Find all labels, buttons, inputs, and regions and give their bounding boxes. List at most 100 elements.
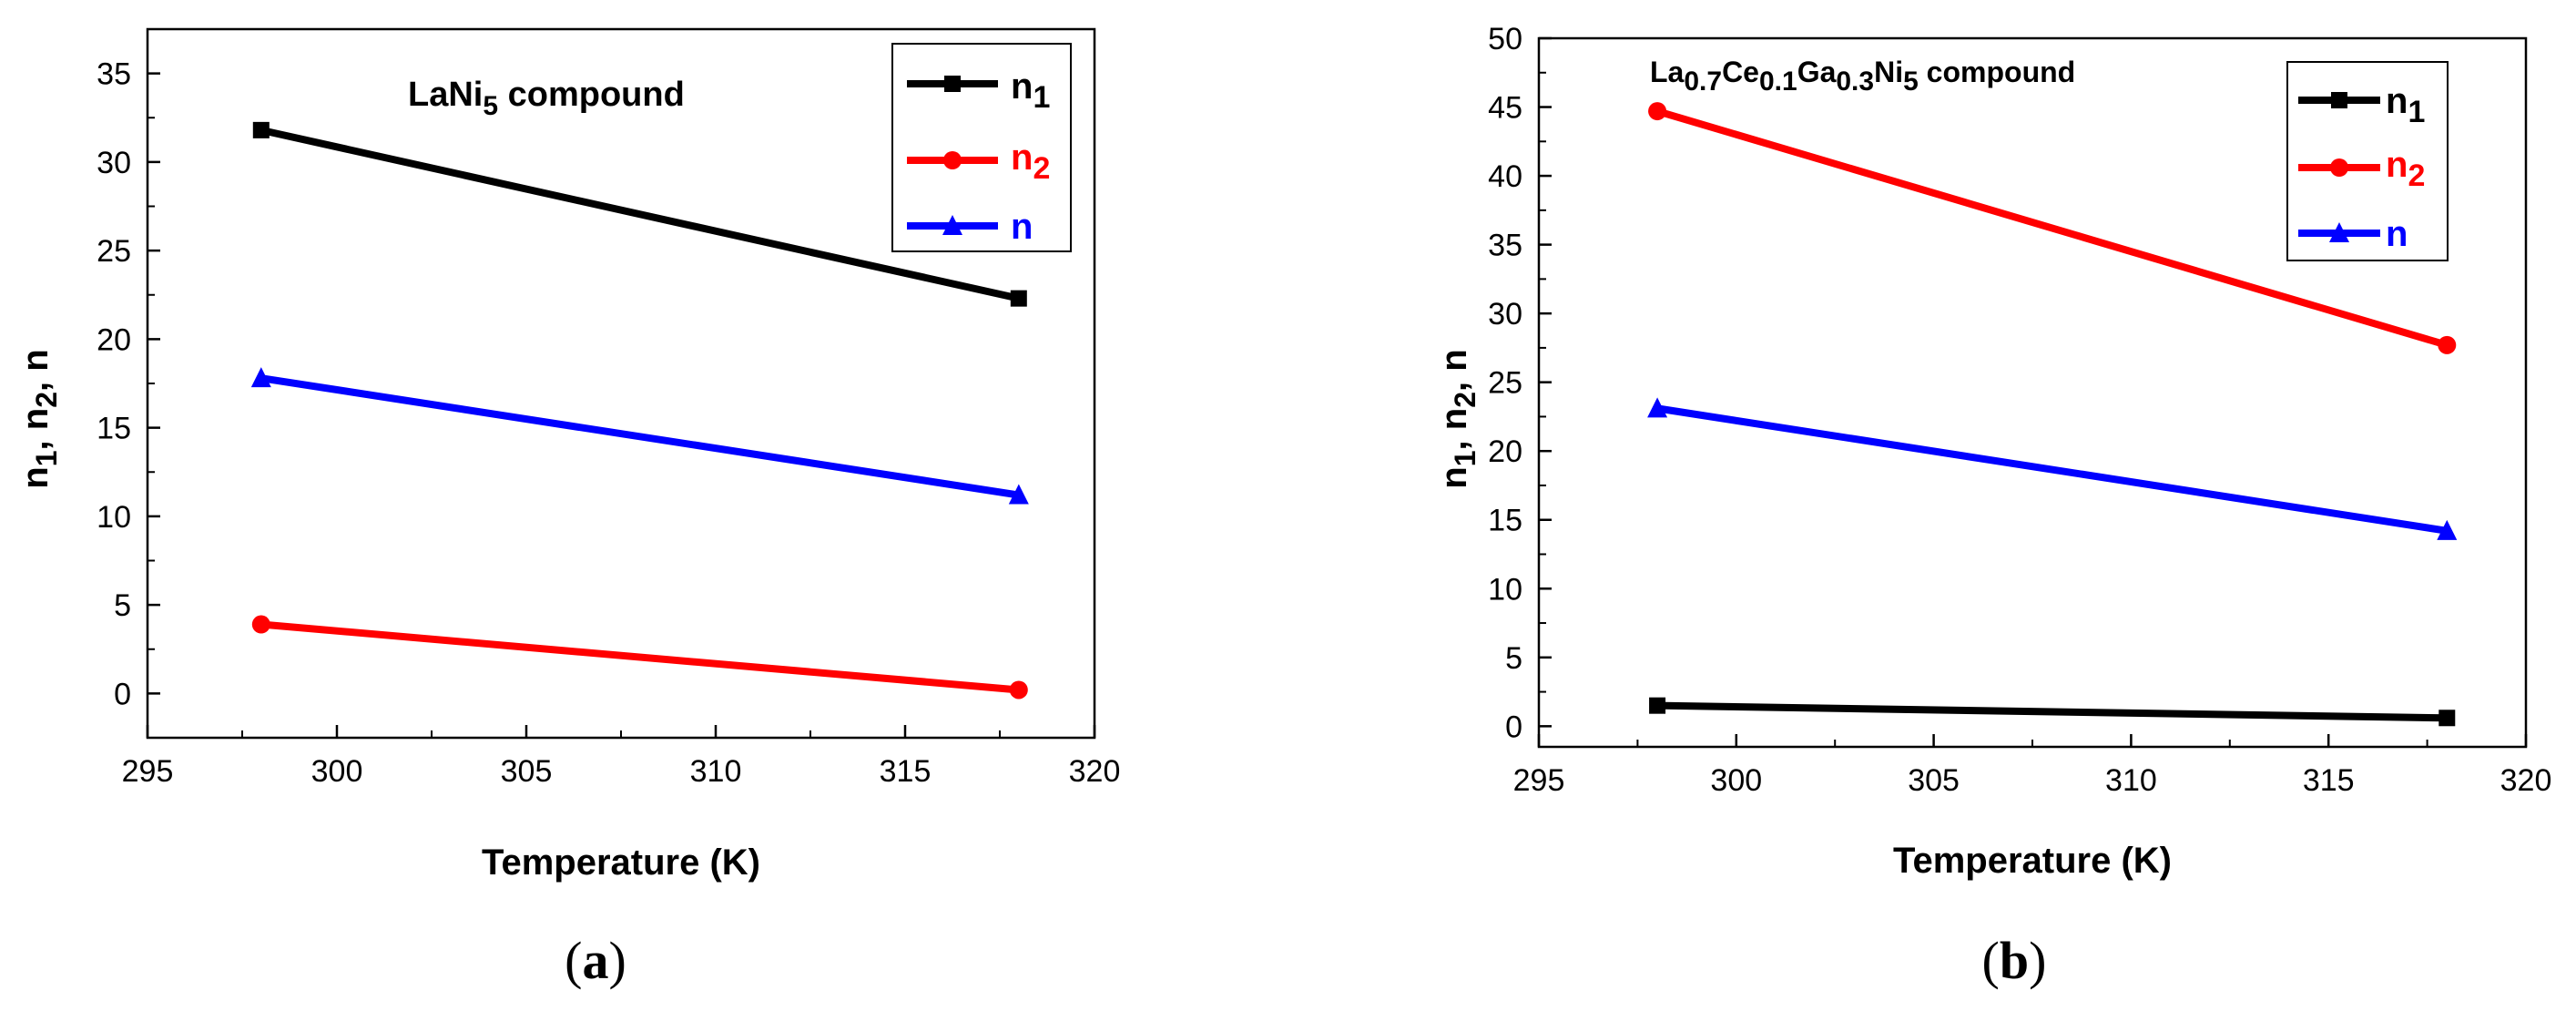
panel-label-b-letter: b xyxy=(2000,931,2029,990)
ylabel-a-part1: n xyxy=(15,466,56,488)
data-point-n-b xyxy=(1647,397,1668,418)
ylabel-b-part3: , n xyxy=(1434,349,1474,392)
legend-marker-n-b xyxy=(2329,222,2349,242)
data-point-n1-a xyxy=(252,121,270,138)
legend-item-n-a: n xyxy=(907,207,1033,247)
ylabel-a-sub2: 2 xyxy=(30,392,63,408)
legend-sub-n2-b: 2 xyxy=(2408,158,2425,193)
y-tick-label-b: 15 xyxy=(1488,504,1522,538)
annotation-b-p1: La xyxy=(1650,56,1685,88)
x-tick-label-b: 300 xyxy=(1710,763,1762,798)
annotation-b-rest: compound xyxy=(1919,56,2075,88)
y-axis-title-a: n1, n2, n xyxy=(15,349,63,488)
y-tick-label-b: 0 xyxy=(1505,710,1522,744)
data-point-n-a xyxy=(250,367,271,388)
x-tick-label-a: 295 xyxy=(122,754,174,789)
svg-text:n1: n1 xyxy=(2386,81,2425,129)
y-tick-label-b: 5 xyxy=(1505,641,1522,676)
panel-label-a-open: ( xyxy=(565,931,582,990)
series-line-n-b xyxy=(1656,404,2448,535)
y-tick-label-a: 15 xyxy=(97,412,131,446)
legend-label-n-b: n xyxy=(2386,214,2408,254)
annotation-b-s3: 0.3 xyxy=(1836,66,1874,97)
ylabel-b-part2: , n xyxy=(1434,408,1474,451)
x-tick-label-a: 320 xyxy=(1069,754,1121,789)
y-tick-label-a: 30 xyxy=(97,146,131,180)
data-point-n1-a xyxy=(1010,290,1027,307)
legend-b: n1 n2 n xyxy=(2286,61,2449,261)
series-line-n1-a xyxy=(260,126,1020,302)
annotation-b-s1: 0.7 xyxy=(1684,66,1722,97)
legend-marker-n1-b xyxy=(2331,92,2347,108)
panel-label-b: (b) xyxy=(1982,931,2047,990)
y-tick-label-a: 5 xyxy=(114,588,131,623)
x-axis-title-a: Temperature (K) xyxy=(482,842,760,883)
legend-marker-n2-a xyxy=(943,151,962,169)
x-tick-label-b: 310 xyxy=(2105,763,2157,798)
data-point-n1-b xyxy=(1649,697,1666,714)
legend-item-n2-a: n2 xyxy=(907,138,1050,186)
annotation-sub: 5 xyxy=(483,91,498,121)
x-tick-label-b: 320 xyxy=(2500,763,2552,798)
legend-sub-n1-b: 1 xyxy=(2408,95,2425,129)
y-tick-label-a: 0 xyxy=(114,677,131,711)
annotation-base: LaNi xyxy=(408,76,483,114)
x-tick-label-a: 310 xyxy=(690,754,742,789)
panel-label-b-open: ( xyxy=(1982,931,2000,990)
y-tick-label-b: 40 xyxy=(1488,159,1522,194)
legend-item-n2-b: n2 xyxy=(2298,145,2425,193)
chart-annotation-a: LaNi5 compound xyxy=(408,76,685,121)
panel-label-b-close: ) xyxy=(2029,931,2046,990)
legend-item-n1-b: n1 xyxy=(2298,81,2425,129)
series-line-n2-a xyxy=(260,620,1020,694)
ylabel-a-part2: , n xyxy=(15,408,56,451)
panel-label-a: (a) xyxy=(565,931,626,990)
annotation-rest: compound xyxy=(498,76,685,114)
data-point-n2-b xyxy=(1648,102,1667,121)
panel-label-a-letter: a xyxy=(583,931,609,990)
legend-marker-n-a xyxy=(942,215,962,235)
data-point-n-b xyxy=(2437,519,2458,540)
legend-label-n1-b: n xyxy=(2386,81,2408,121)
svg-text:n2: n2 xyxy=(1011,138,1050,186)
y-tick-label-b: 35 xyxy=(1488,229,1522,263)
ylabel-b-sub2: 2 xyxy=(1449,392,1481,408)
y-tick-label-b: 25 xyxy=(1488,366,1522,401)
y-tick-label-b: 45 xyxy=(1488,91,1522,126)
chart-annotation-b: La0.7Ce0.1Ga0.3Ni5 compound xyxy=(1650,56,2075,97)
legend-label-n2-b: n xyxy=(2386,145,2408,185)
y-tick-label-b: 30 xyxy=(1488,297,1522,332)
legend-box-b xyxy=(2286,61,2449,261)
legend-item-n1-a: n1 xyxy=(907,66,1050,115)
svg-text:n2: n2 xyxy=(2386,145,2425,193)
data-point-n2-b xyxy=(2438,335,2457,354)
y-tick-label-a: 10 xyxy=(97,500,131,535)
panel-label-a-close: ) xyxy=(609,931,626,990)
legend-sub-n2-a: 2 xyxy=(1033,151,1050,186)
data-point-n2-a xyxy=(1009,680,1028,700)
y-tick-label-b: 20 xyxy=(1488,434,1522,469)
x-tick-label-b: 305 xyxy=(1908,763,1960,798)
series-group-a xyxy=(250,121,1029,700)
ylabel-a-part3: , n xyxy=(15,349,56,392)
series-group-b xyxy=(1647,102,2458,727)
data-point-n-a xyxy=(1008,484,1029,505)
annotation-b-p3: Ga xyxy=(1797,56,1837,88)
x-axis-title-b: Temperature (K) xyxy=(1893,841,2172,881)
ylabel-a-sub1: 1 xyxy=(30,450,63,466)
legend-a: n1 n2 n xyxy=(891,43,1072,252)
y-tick-label-a: 35 xyxy=(97,57,131,92)
y-tick-label-a: 20 xyxy=(97,322,131,357)
y-tick-label-a: 25 xyxy=(97,234,131,269)
ylabel-b-part1: n xyxy=(1434,466,1474,488)
legend-label-n-a: n xyxy=(1011,207,1033,247)
annotation-b-s4: 5 xyxy=(1903,66,1919,97)
legend-label-n2-a: n xyxy=(1011,138,1033,178)
legend-label-n1-a: n xyxy=(1011,66,1033,107)
annotation-b-p2: Ce xyxy=(1722,56,1759,88)
y-tick-label-b: 10 xyxy=(1488,572,1522,607)
